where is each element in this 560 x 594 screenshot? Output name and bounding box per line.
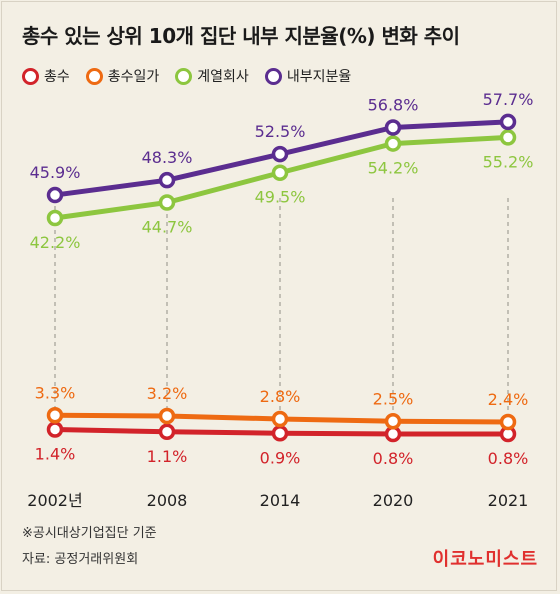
legend-marker-affiliates (175, 67, 193, 85)
x-tick-label-1: 2008 (147, 491, 188, 510)
data-label-2-4: 55.2% (483, 152, 534, 171)
x-tick-label-0: 2002년 (27, 491, 82, 510)
legend-label-owner-family: 총수일가 (107, 69, 160, 85)
data-label-2-3: 54.2% (368, 159, 419, 178)
legend-item-owner-family: 총수일가 (85, 66, 160, 86)
data-label-0-0: 1.4% (35, 445, 76, 464)
data-label-3-3: 56.8% (368, 95, 419, 114)
data-label-3-4: 57.7% (483, 90, 534, 109)
data-point-2-4 (499, 129, 517, 146)
data-point-1-0 (46, 407, 64, 424)
data-point-2-3 (384, 135, 402, 152)
data-point-0-0 (46, 421, 64, 438)
footnote-basis: ※공시대상기업집단 기준 (22, 526, 157, 541)
data-label-0-2: 0.9% (260, 448, 301, 467)
data-point-3-0 (46, 186, 64, 204)
data-label-0-3: 0.8% (373, 449, 414, 468)
data-label-2-1: 44.7% (142, 218, 193, 237)
legend-label-affiliates: 계열회사 (197, 69, 249, 85)
data-point-1-3 (384, 413, 402, 430)
data-label-2-2: 49.5% (255, 188, 306, 207)
x-tick-label-2: 2014 (260, 491, 301, 510)
data-point-3-1 (158, 171, 176, 189)
data-point-1-2 (271, 410, 289, 428)
data-point-3-2 (271, 145, 289, 163)
data-point-1-4 (499, 413, 517, 431)
data-label-1-3: 2.5% (373, 389, 414, 408)
data-point-1-1 (158, 407, 176, 425)
data-label-0-1: 1.1% (147, 447, 188, 466)
data-point-3-4 (499, 113, 517, 131)
legend-marker-internal-share (264, 67, 282, 85)
legend-label-owner: 총수 (44, 69, 70, 85)
x-tick-label-3: 2020 (373, 491, 414, 510)
legend: 총수 총수일가 계열회사 내부지분율 (22, 66, 367, 86)
chart-title: 총수 있는 상위 10개 집단 내부 지분율(%) 변화 추이 (22, 24, 460, 48)
data-label-3-2: 52.5% (255, 122, 306, 141)
brand-logo-text: 이코노미스트 (432, 549, 538, 570)
data-point-3-3 (384, 119, 402, 136)
legend-marker-owner (22, 67, 39, 85)
data-label-2-0: 42.2% (30, 233, 81, 252)
data-label-1-2: 2.8% (260, 387, 301, 406)
x-tick-label-4: 2021 (488, 491, 529, 510)
legend-marker-owner-family (85, 67, 103, 85)
data-point-0-2 (271, 425, 289, 442)
legend-item-internal-share: 내부지분율 (264, 66, 352, 86)
data-point-0-1 (158, 423, 176, 440)
footnote-source: 자료: 공정거래위원회 (22, 552, 139, 567)
data-label-3-1: 48.3% (142, 148, 193, 167)
legend-item-owner: 총수 (22, 66, 70, 86)
data-point-2-1 (158, 194, 176, 211)
data-label-1-0: 3.3% (35, 383, 76, 402)
data-label-3-0: 45.9% (30, 163, 81, 182)
data-label-1-4: 2.4% (488, 390, 529, 409)
data-label-0-4: 0.8% (488, 449, 529, 468)
data-point-2-0 (46, 209, 64, 227)
legend-item-affiliates: 계열회사 (175, 66, 249, 86)
data-point-2-2 (271, 164, 289, 181)
legend-label-internal-share: 내부지분율 (286, 69, 352, 85)
data-label-1-1: 3.2% (147, 384, 188, 403)
